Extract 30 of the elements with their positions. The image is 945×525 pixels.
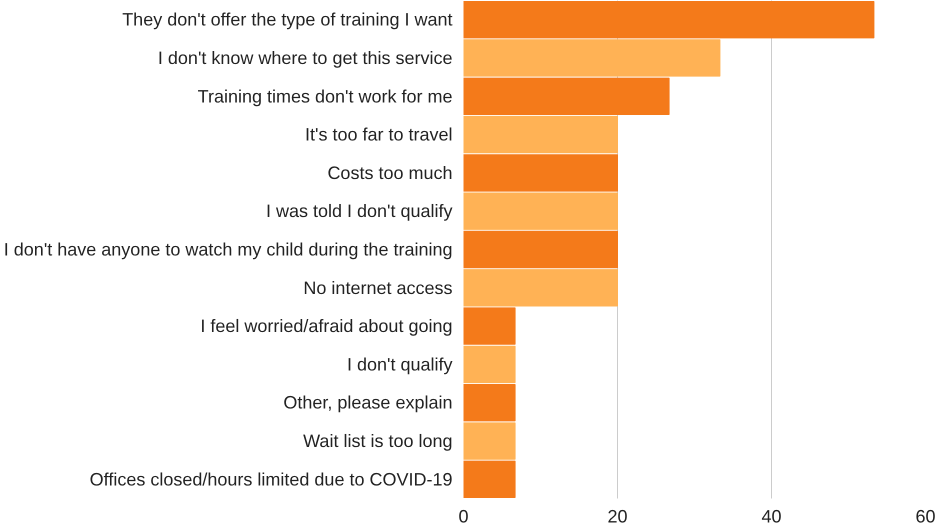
y-tick-label: Offices closed/hours limited due to COVID-19 bbox=[90, 469, 453, 490]
bar bbox=[464, 422, 516, 460]
y-tick-label: Other, please explain bbox=[283, 392, 453, 413]
x-tick-label: 40 bbox=[761, 506, 782, 525]
bar bbox=[464, 384, 516, 422]
y-tick-label: Wait list is too long bbox=[303, 431, 453, 452]
x-tick-label: 60 bbox=[915, 506, 936, 525]
bar bbox=[464, 39, 720, 77]
bar bbox=[464, 269, 618, 307]
y-tick-label: I feel worried/afraid about going bbox=[200, 316, 453, 336]
y-tick-label: Training times don't work for me bbox=[198, 86, 453, 106]
bar bbox=[464, 192, 618, 230]
bar bbox=[464, 0, 874, 38]
x-tick-label: 20 bbox=[607, 506, 628, 525]
bar bbox=[464, 346, 516, 384]
y-tick-label: I don't know where to get this service bbox=[158, 48, 453, 68]
bar bbox=[464, 78, 670, 115]
y-tick-label: No internet access bbox=[303, 278, 453, 298]
y-tick-label: I don't qualify bbox=[346, 354, 453, 374]
bar bbox=[464, 116, 618, 154]
bar bbox=[464, 230, 618, 268]
y-tick-label: I was told I don't qualify bbox=[266, 201, 453, 222]
bar bbox=[464, 154, 618, 192]
bar bbox=[464, 460, 516, 498]
x-tick-label: 0 bbox=[458, 506, 469, 525]
y-tick-label: They don't offer the type of training I want bbox=[122, 10, 453, 30]
y-tick-label: I don't have anyone to watch my child during the training bbox=[4, 240, 453, 260]
y-tick-label: Costs too much bbox=[327, 162, 453, 183]
bar bbox=[464, 307, 516, 345]
y-tick-label: It's too far to travel bbox=[305, 124, 452, 145]
